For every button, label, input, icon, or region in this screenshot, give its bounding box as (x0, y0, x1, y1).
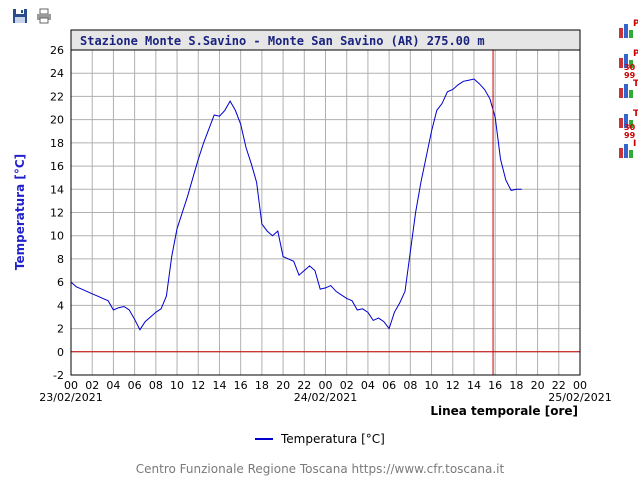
x-tick-label: 04 (106, 379, 120, 392)
y-tick-label: 6 (57, 276, 64, 289)
x-tick-label: 22 (552, 379, 566, 392)
legend-label: Temperatura [°C] (281, 432, 385, 446)
side-icon-list: P P 30 99 T T 30 99 I (618, 18, 640, 168)
bar-glyph (619, 28, 623, 38)
y-tick-label: 4 (57, 299, 64, 312)
bar-glyph (619, 118, 623, 128)
x-tick-label: 08 (403, 379, 417, 392)
x-tick-label: 18 (509, 379, 523, 392)
side-icon-letter: P (633, 49, 638, 59)
y-tick-label: 8 (57, 253, 64, 266)
bar-glyph (624, 24, 628, 38)
date-labels: 23/02/2021 24/02/2021 25/02/2021 (39, 391, 611, 404)
bar-chart-icon[interactable]: T 30 99 (618, 108, 640, 140)
x-tick-label: 02 (340, 379, 354, 392)
bar-glyph (624, 144, 628, 158)
y-tick-label: 24 (50, 67, 64, 80)
x-tick-label: 14 (212, 379, 226, 392)
x-tick-label: 10 (170, 379, 184, 392)
bar-chart-glyph: T (619, 79, 640, 98)
y-tick-label: 20 (50, 114, 64, 127)
bar-glyph (629, 90, 633, 98)
y-tick-label: 12 (50, 207, 64, 220)
side-icon-letter: T (633, 79, 638, 89)
footer-credit: Centro Funzionale Regione Toscana https:… (135, 462, 505, 476)
x-tick-label: 20 (276, 379, 290, 392)
x-tick-label: 14 (467, 379, 481, 392)
x-tick-label: 00 (573, 379, 587, 392)
side-icon-letter: T (633, 109, 638, 119)
x-tick-label: 06 (128, 379, 142, 392)
bar-chart-glyph: P (619, 19, 640, 38)
bar-chart-icon[interactable]: T (618, 78, 640, 108)
date-label: 25/02/2021 (548, 391, 611, 404)
side-icon-sub: 99 (624, 131, 636, 138)
temperature-series-line (71, 78, 522, 331)
x-tick-label: 08 (149, 379, 163, 392)
printer-icon[interactable] (36, 8, 52, 24)
y-tick-label: 18 (50, 137, 64, 150)
bar-glyph (624, 84, 628, 98)
y-tick-label: 16 (50, 160, 64, 173)
date-label: 23/02/2021 (39, 391, 102, 404)
bar-glyph (619, 148, 623, 158)
side-icon-sub: 99 (624, 71, 636, 78)
floppy-disk-icon[interactable] (12, 8, 28, 24)
bar-glyph (629, 60, 633, 68)
x-tick-label: 04 (361, 379, 375, 392)
y-tick-label: 2 (57, 323, 64, 336)
side-icon-sub: 30 (624, 63, 636, 72)
bar-glyph (619, 88, 623, 98)
x-tick-label: 06 (382, 379, 396, 392)
y-axis-label: Temperatura [°C] (13, 154, 27, 270)
legend-line-swatch (255, 438, 273, 440)
legend: Temperatura [°C] (255, 432, 385, 446)
x-tick-label: 16 (234, 379, 248, 392)
bar-glyph (624, 114, 628, 128)
x-tick-label: 02 (85, 379, 99, 392)
bar-glyph (629, 120, 633, 128)
bar-glyph (624, 54, 628, 68)
date-label: 24/02/2021 (294, 391, 357, 404)
x-tick-label: 16 (488, 379, 502, 392)
y-tick-label: 14 (50, 183, 64, 196)
y-tick-label: -2 (53, 369, 64, 382)
x-tick-label: 00 (319, 379, 333, 392)
title-box (70, 29, 581, 51)
side-icon-sub: 30 (624, 123, 636, 132)
toolbar (12, 8, 52, 24)
x-tick-label: 22 (297, 379, 311, 392)
bar-chart-icon[interactable]: I (618, 138, 638, 168)
y-tick-label: 10 (50, 230, 64, 243)
x-axis-label: Linea temporale [ore] (430, 404, 578, 418)
x-tick-labels: 00 02 04 06 08 10 12 14 16 18 20 22 00 02 04 06 08 10 12 14… (64, 379, 587, 392)
x-tick-label: 18 (255, 379, 269, 392)
side-icon-letter: P (633, 19, 638, 29)
y-tick-label: 0 (57, 346, 64, 359)
chart-title: Stazione Monte S.Savino - Monte San Savi… (80, 34, 485, 48)
x-tick-label: 10 (425, 379, 439, 392)
x-tick-label: 12 (191, 379, 205, 392)
bar-glyph (629, 150, 633, 158)
side-icon-letter: I (633, 139, 636, 149)
y-tick-label: 26 (50, 44, 64, 57)
y-tick-label: 22 (50, 90, 64, 103)
x-tick-label: 20 (531, 379, 545, 392)
x-tick-label: 12 (446, 379, 460, 392)
bar-chart-icon[interactable]: P 30 99 (618, 48, 640, 80)
bar-chart-icon[interactable]: P (618, 18, 640, 48)
bar-glyph (619, 58, 623, 68)
bar-chart-glyph: I (619, 139, 636, 158)
bar-glyph (629, 30, 633, 38)
x-tick-label: 00 (64, 379, 78, 392)
